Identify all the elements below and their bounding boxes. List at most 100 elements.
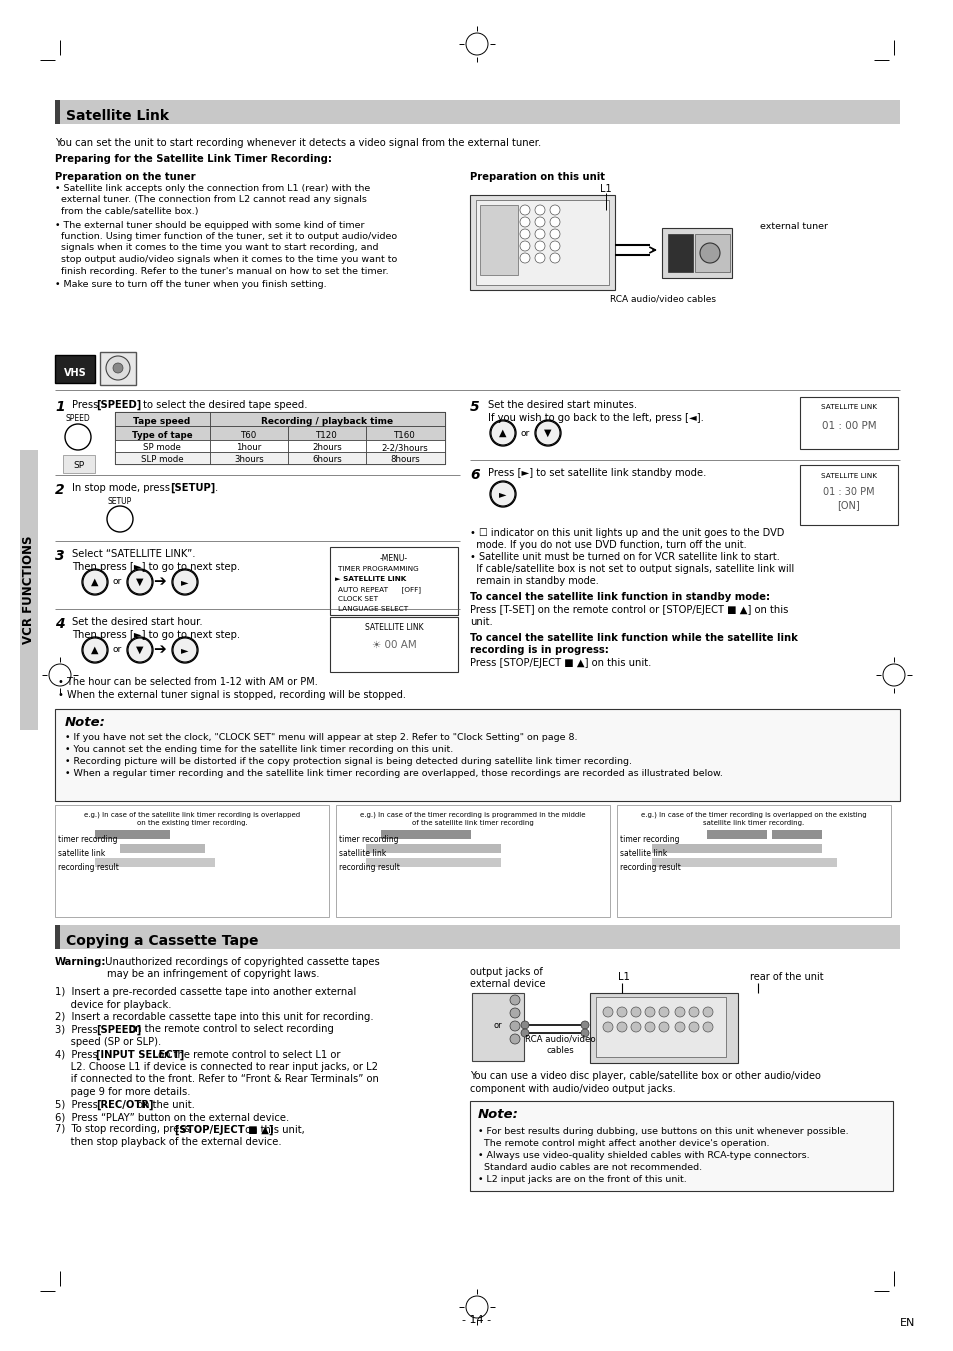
- Bar: [470, 195, 615, 290]
- Bar: [617, 805, 890, 917]
- Circle shape: [535, 218, 544, 227]
- Text: 5)  Press: 5) Press: [55, 1100, 101, 1109]
- Text: [SPEED]: [SPEED]: [96, 400, 141, 411]
- Circle shape: [520, 1021, 529, 1029]
- Text: You can set the unit to start recording whenever it detects a video signal from : You can set the unit to start recording …: [55, 138, 540, 149]
- Text: • ☐ indicator on this unit lights up and the unit goes to the DVD: • ☐ indicator on this unit lights up and…: [470, 528, 783, 538]
- Circle shape: [510, 1008, 519, 1019]
- Circle shape: [617, 1006, 626, 1017]
- Bar: [95, 858, 214, 867]
- Text: mode. If you do not use DVD function, turn off the unit.: mode. If you do not use DVD function, tu…: [470, 540, 746, 550]
- Text: 01 : 00 PM: 01 : 00 PM: [821, 422, 876, 431]
- Text: Unauthorized recordings of copyrighted cassette tapes: Unauthorized recordings of copyrighted c…: [102, 957, 379, 967]
- Text: of the satellite link timer recording: of the satellite link timer recording: [412, 820, 534, 825]
- Text: RCA audio/video cables: RCA audio/video cables: [609, 295, 716, 303]
- Text: • Make sure to turn off the tuner when you finish setting.: • Make sure to turn off the tuner when y…: [55, 280, 326, 289]
- Text: Set the desired start minutes.: Set the desired start minutes.: [488, 400, 637, 409]
- Text: recording result: recording result: [338, 863, 399, 871]
- Circle shape: [602, 1021, 613, 1032]
- Text: or: or: [493, 1020, 502, 1029]
- Circle shape: [535, 205, 544, 215]
- Text: 8hours: 8hours: [390, 455, 419, 465]
- Circle shape: [491, 482, 515, 507]
- Bar: [330, 617, 457, 671]
- Bar: [800, 397, 897, 449]
- Text: finish recording. Refer to the tuner's manual on how to set the timer.: finish recording. Refer to the tuner's m…: [55, 266, 388, 276]
- Bar: [470, 1101, 892, 1192]
- Circle shape: [644, 1021, 655, 1032]
- Circle shape: [550, 240, 559, 251]
- Text: 2)  Insert a recordable cassette tape into this unit for recording.: 2) Insert a recordable cassette tape int…: [55, 1012, 374, 1021]
- Bar: [476, 200, 608, 285]
- Text: ► SATELLITE LINK: ► SATELLITE LINK: [335, 576, 406, 582]
- Text: Type of tape: Type of tape: [132, 431, 193, 439]
- Text: or: or: [112, 577, 121, 586]
- Circle shape: [659, 1006, 668, 1017]
- Bar: [651, 858, 836, 867]
- Circle shape: [510, 1034, 519, 1044]
- Circle shape: [520, 1029, 529, 1038]
- Bar: [288, 453, 366, 463]
- Text: cables: cables: [545, 1046, 574, 1055]
- Circle shape: [83, 570, 107, 594]
- Text: Note:: Note:: [65, 716, 106, 730]
- Text: ➔: ➔: [153, 574, 166, 589]
- Circle shape: [510, 994, 519, 1005]
- Text: from the cable/satellite box.): from the cable/satellite box.): [55, 207, 198, 216]
- Text: ►: ►: [181, 644, 189, 655]
- Bar: [115, 440, 210, 453]
- Text: Standard audio cables are not recommended.: Standard audio cables are not recommende…: [477, 1163, 701, 1173]
- Circle shape: [519, 205, 530, 215]
- Text: • When a regular timer recording and the satellite link timer recording are over: • When a regular timer recording and the…: [65, 769, 722, 778]
- Text: external tuner: external tuner: [760, 222, 827, 231]
- Circle shape: [519, 253, 530, 263]
- Circle shape: [602, 1006, 613, 1017]
- Text: remain in standby mode.: remain in standby mode.: [470, 576, 598, 586]
- Circle shape: [128, 570, 152, 594]
- Text: external device: external device: [470, 979, 545, 989]
- Circle shape: [659, 1021, 668, 1032]
- Text: T160: T160: [394, 431, 416, 439]
- Text: 5: 5: [470, 400, 479, 413]
- Text: SLP mode: SLP mode: [140, 455, 183, 465]
- Circle shape: [536, 422, 559, 444]
- Circle shape: [675, 1021, 684, 1032]
- Circle shape: [519, 230, 530, 239]
- Text: • Satellite link accepts only the connection from L1 (rear) with the: • Satellite link accepts only the connec…: [55, 184, 370, 193]
- Text: 3)  Press: 3) Press: [55, 1024, 101, 1035]
- Text: T60: T60: [240, 431, 257, 439]
- Text: To cancel the satellite link function while the satellite link: To cancel the satellite link function wh…: [470, 634, 797, 643]
- Text: Copying a Cassette Tape: Copying a Cassette Tape: [66, 934, 258, 948]
- Text: CLOCK SET: CLOCK SET: [337, 596, 377, 603]
- Text: 6: 6: [470, 467, 479, 482]
- Text: 4: 4: [55, 617, 65, 631]
- Text: satellite link timer recording.: satellite link timer recording.: [702, 820, 803, 825]
- Bar: [55, 805, 329, 917]
- Text: • Satellite unit must be turned on for VCR satellite link to start.: • Satellite unit must be turned on for V…: [470, 553, 779, 562]
- Text: rear of the unit: rear of the unit: [749, 971, 822, 982]
- Text: output jacks of: output jacks of: [470, 967, 542, 977]
- Text: [INPUT SELECT]: [INPUT SELECT]: [96, 1050, 185, 1059]
- Text: e.g.) In case of the timer recording is overlapped on the existing: e.g.) In case of the timer recording is …: [640, 812, 866, 819]
- Bar: [366, 844, 500, 852]
- Bar: [55, 925, 60, 948]
- Text: or: or: [112, 646, 121, 654]
- Text: 3: 3: [55, 549, 65, 563]
- Text: then stop playback of the external device.: then stop playback of the external devic…: [55, 1138, 281, 1147]
- Text: • The external tuner should be equipped with some kind of timer: • The external tuner should be equipped …: [55, 220, 364, 230]
- Text: L2. Choose L1 if device is connected to rear input jacks, or L2: L2. Choose L1 if device is connected to …: [55, 1062, 377, 1071]
- Text: • The hour can be selected from 1-12 with AM or PM.: • The hour can be selected from 1-12 wit…: [58, 677, 317, 688]
- Text: SATELLITE LINK: SATELLITE LINK: [821, 473, 876, 480]
- Text: timer recording: timer recording: [338, 835, 398, 844]
- Text: • L2 input jacks are on the front of this unit.: • L2 input jacks are on the front of thi…: [477, 1175, 686, 1183]
- Text: Then press [►] to go to next step.: Then press [►] to go to next step.: [71, 562, 240, 571]
- Circle shape: [519, 218, 530, 227]
- Circle shape: [519, 240, 530, 251]
- Text: [SETUP]: [SETUP]: [170, 484, 215, 493]
- Text: RCA audio/video: RCA audio/video: [524, 1035, 595, 1044]
- Text: stop output audio/video signals when it comes to the time you want to: stop output audio/video signals when it …: [55, 255, 396, 263]
- Bar: [210, 440, 288, 453]
- Bar: [651, 844, 821, 852]
- Bar: [695, 234, 729, 272]
- Bar: [115, 412, 444, 463]
